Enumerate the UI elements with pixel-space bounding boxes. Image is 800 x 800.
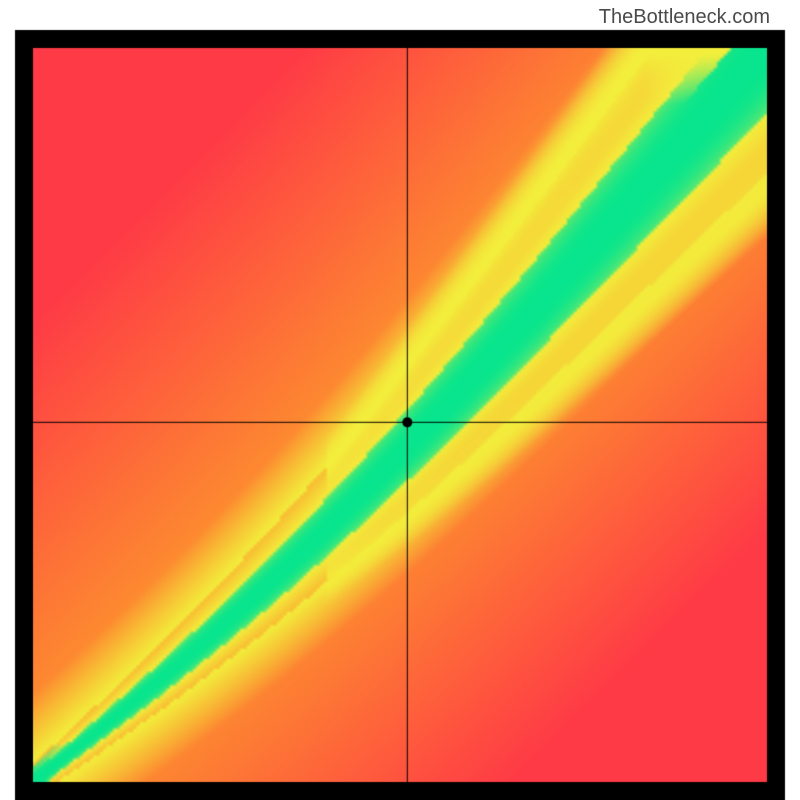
bottleneck-heatmap xyxy=(0,0,800,800)
attribution-text: TheBottleneck.com xyxy=(599,6,770,29)
